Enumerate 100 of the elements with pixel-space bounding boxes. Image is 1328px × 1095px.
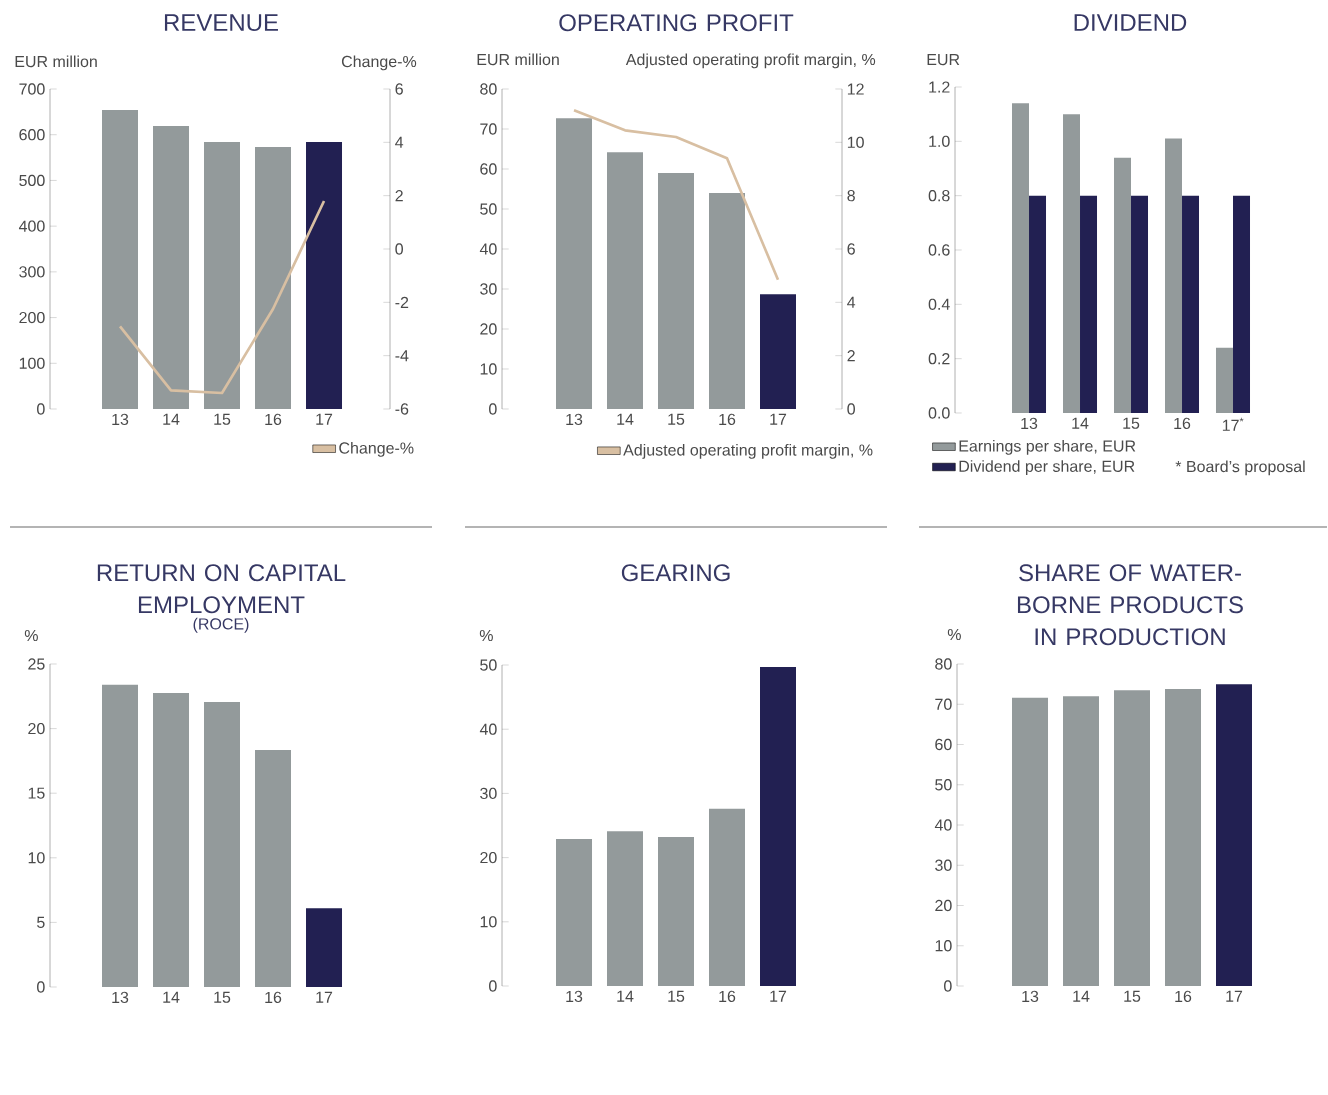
y-tick-label: 30 [480,787,497,800]
legend-label: Dividend per share, EUR [959,460,1135,476]
bar [709,808,746,986]
bar [556,118,593,409]
y2-tick-label: 12 [847,83,864,95]
y-tick-label: 1.2 [929,81,950,93]
legend-label: Earnings per share, EUR [959,439,1136,455]
x-tick-label: 16 [265,991,282,1004]
y-tick-label: 500 [19,174,45,187]
x-tick-label: 16 [1174,417,1191,430]
y-tick-label: 0 [489,403,497,415]
bar [153,693,190,987]
x-tick-label: 14 [1073,990,1090,1002]
bar [760,666,796,986]
x-tick-label: 17 [770,990,787,1002]
y-axis-title: % [479,629,493,642]
y-tick-label: 50 [480,659,497,671]
bar [1114,157,1131,413]
x-tick-label: 13 [112,991,129,1004]
x-tick-label: 17 [316,991,333,1003]
y2-tick-label: 10 [847,136,864,148]
y-tick-label: 1.0 [929,135,950,147]
bar [204,702,241,987]
y-tick-label: 0.2 [928,353,950,365]
x-tick-label: 15 [668,990,685,1002]
y-tick-label: 0.6 [928,244,950,256]
y-axis-title: EUR million [15,55,97,68]
y-tick-label: 0.8 [928,190,950,202]
y-tick-label: 60 [935,738,952,751]
y-tick-label: 0.0 [928,407,950,419]
bar [255,147,292,409]
chart-title: RETURN ON CAPITAL EMPLOYMENT [97,564,346,614]
y2-tick-label: 2 [395,190,403,202]
x-tick-label: 13 [112,413,129,426]
x-tick-label: 17 [1226,990,1243,1002]
y-tick-label: 10 [935,940,952,952]
line-series [572,108,780,282]
bar [658,173,694,409]
y-tick-label: 25 [28,658,45,670]
x-tick-label: 14 [163,991,180,1003]
text: * Board’s proposal [1175,460,1305,476]
y-tick-label: 50 [480,203,497,215]
bar [1063,114,1080,413]
y-tick-label: 100 [19,357,45,369]
x-tick-label: 17 [770,413,787,425]
y-tick-label: 80 [935,658,952,670]
bar [556,838,593,986]
y-tick-label: 600 [19,129,45,141]
y-tick-label: 30 [935,859,952,871]
x-tick-label: 16 [719,990,736,1003]
y2-axis-title: Change-% [341,55,417,71]
bar [306,142,343,409]
y-tick-label: 40 [479,243,497,255]
y-tick-label: 10 [480,916,497,928]
bar [1131,195,1149,413]
y2-tick-label: 8 [847,190,855,202]
bar [1215,347,1233,413]
bar [204,142,241,409]
y-tick-label: 70 [935,698,952,710]
y-tick-label: 80 [480,83,497,95]
bar [1029,195,1047,413]
y-tick-label: 40 [479,723,497,735]
x-tick-label: 17$^{*}$ [1222,417,1244,431]
y-tick-label: 0 [944,980,952,992]
x-tick-label: 14 [1072,417,1089,429]
y2-tick-label: 6 [395,83,403,95]
bar [658,837,694,986]
bar [1182,195,1200,413]
y-tick-label: 20 [28,722,45,735]
bar [1165,138,1182,413]
y-tick-label: 20 [480,323,497,335]
y-tick-label: 400 [18,220,45,232]
y-tick-label: 0.4 [928,298,950,310]
x-tick-label: 14 [163,413,180,425]
x-tick-label: 16 [265,413,282,426]
y2-tick-label: 2 [847,350,855,362]
chart-title: OPERATING PROFIT [559,14,794,32]
x-tick-label: 14 [617,413,634,425]
chart-title: GEARING [621,564,730,582]
x-tick-label: 16 [1175,990,1192,1003]
y-axis-title: % [947,628,961,641]
legend-label: Change-% [339,441,414,457]
bar [607,152,644,409]
bar [709,193,746,409]
y-tick-label: 70 [480,123,497,135]
y-tick-label: 30 [480,283,497,295]
y-tick-label: 300 [19,266,45,278]
y2-tick-label: 4 [847,296,856,308]
x-tick-label: 15 [1124,990,1141,1002]
y2-tick-label: -6 [395,403,409,415]
chart-title: SHARE OF WATER-BORNE PRODUCTS IN PRODUCTION [1017,564,1243,646]
chart-subtitle: (ROCE) [193,617,249,633]
x-tick-label: 16 [719,413,736,426]
x-tick-label: 15 [214,991,231,1003]
bar [1080,195,1098,413]
y-tick-label: 10 [480,363,497,375]
y-tick-label: 40 [934,819,952,831]
y-tick-label: 700 [19,83,45,95]
chart-title: REVENUE [164,14,278,32]
y2-tick-label: -4 [395,350,409,362]
